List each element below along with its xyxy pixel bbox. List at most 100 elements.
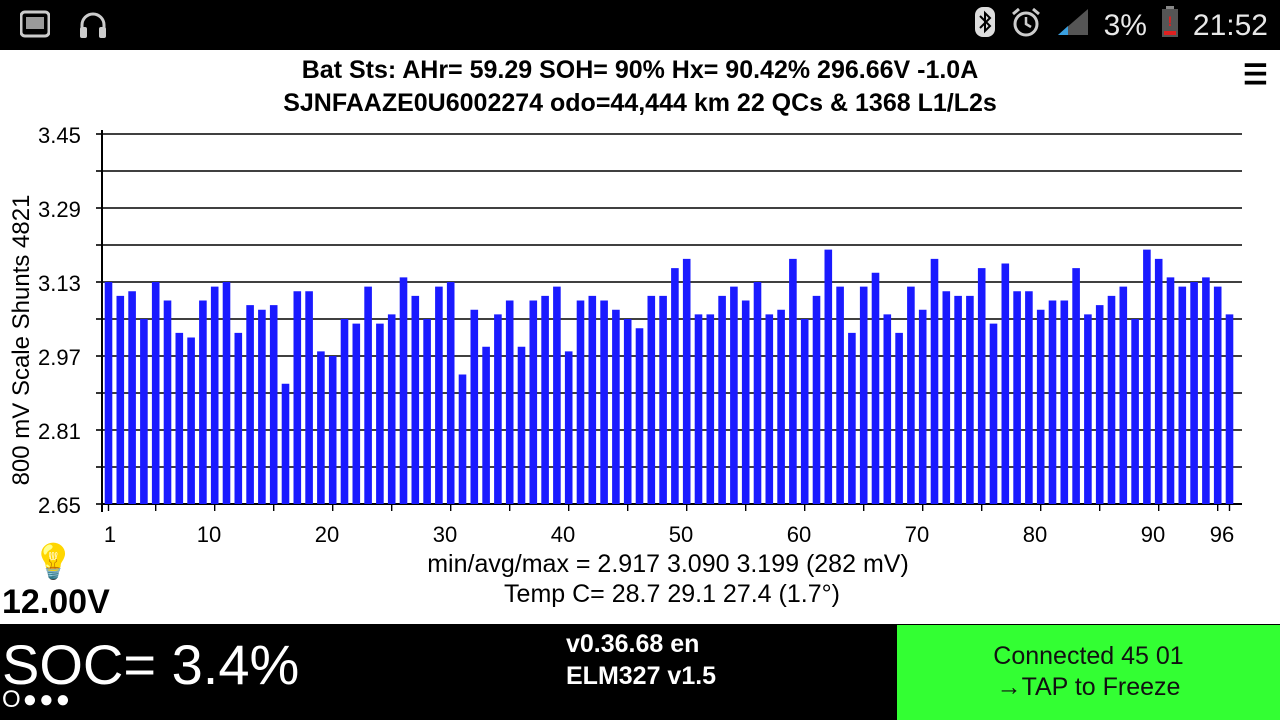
- bar: [482, 346, 490, 504]
- bar: [104, 282, 113, 504]
- bar: [659, 295, 667, 504]
- bar: [753, 282, 762, 504]
- bar: [907, 286, 915, 504]
- bar: [706, 314, 715, 504]
- bar: [187, 337, 195, 504]
- version-info: v0.36.68 en ELM327 v1.5: [566, 628, 716, 692]
- bar: [682, 258, 691, 504]
- bar: [234, 332, 243, 504]
- x-tick-label: 50: [668, 522, 694, 547]
- version-label: v0.36.68 en: [566, 630, 700, 658]
- battery-percent: 3%: [1103, 9, 1147, 42]
- headphones-icon: [78, 10, 108, 45]
- bar: [1225, 314, 1234, 504]
- bar: [918, 309, 927, 504]
- bar: [730, 286, 738, 504]
- bar: [505, 300, 514, 504]
- bar: [1131, 319, 1139, 504]
- bar: [340, 319, 349, 504]
- bar: [1048, 300, 1057, 504]
- bar: [859, 286, 868, 504]
- bar: [364, 286, 372, 504]
- bar: [1025, 291, 1033, 504]
- bar: [930, 258, 939, 504]
- bar: [1154, 258, 1163, 504]
- bar: [836, 286, 844, 504]
- bar: [612, 309, 620, 504]
- bar: [564, 351, 573, 504]
- bar: [435, 286, 443, 504]
- bar: [824, 249, 833, 504]
- bar: [305, 291, 313, 504]
- bar: [694, 314, 703, 504]
- bar: [635, 328, 644, 504]
- y-tick-label: 3.13: [38, 271, 81, 296]
- bar: [623, 319, 632, 504]
- lightbulb-icon[interactable]: 💡: [32, 543, 75, 581]
- bar: [163, 300, 172, 504]
- bar: [576, 300, 585, 504]
- bar: [895, 332, 903, 504]
- x-tick-label: 60: [786, 522, 812, 547]
- x-tick-label: 30: [432, 522, 458, 547]
- bar: [588, 295, 597, 504]
- bar: [1072, 268, 1080, 504]
- bar: [423, 319, 431, 504]
- bar: [553, 286, 561, 504]
- bar: [954, 295, 962, 504]
- bar: [883, 314, 892, 504]
- bar: [352, 323, 361, 504]
- bar: [281, 383, 290, 504]
- x-tick-label: 40: [550, 522, 576, 547]
- bar: [1036, 309, 1045, 504]
- bar: [258, 309, 266, 504]
- y-tick-label: 2.97: [38, 345, 81, 370]
- bar: [140, 319, 148, 504]
- bar: [977, 268, 986, 504]
- bar: [777, 309, 785, 504]
- y-tick-label: 2.81: [38, 419, 81, 444]
- x-tick-label: 96: [1209, 522, 1235, 547]
- bar: [446, 282, 455, 504]
- bar: [1143, 249, 1151, 504]
- gallery-icon: [19, 10, 51, 45]
- bar: [470, 309, 479, 504]
- battery-icon: !: [1161, 6, 1179, 46]
- x-tick-label: 1: [103, 522, 117, 547]
- bar: [741, 300, 750, 504]
- bar: [647, 295, 656, 504]
- bar: [293, 291, 302, 504]
- bar: [387, 314, 396, 504]
- connect-button[interactable]: Connected 45 01 →TAP to Freeze: [897, 625, 1280, 720]
- bar: [1095, 305, 1104, 504]
- bar: [222, 282, 231, 504]
- bar: [1060, 300, 1069, 504]
- bar: [600, 300, 608, 504]
- y-tick-label: 2.65: [38, 493, 81, 518]
- bar: [812, 295, 821, 504]
- bar: [246, 305, 254, 504]
- x-tick-label: 20: [314, 522, 340, 547]
- bar: [1178, 286, 1187, 504]
- connect-status: Connected 45 01: [993, 642, 1184, 670]
- y-tick-label: 3.29: [38, 197, 81, 222]
- bar: [848, 332, 856, 504]
- bar: [789, 258, 797, 504]
- bar: [411, 295, 420, 504]
- bar: [151, 282, 160, 504]
- bar: [269, 305, 278, 504]
- status-bar: 3% ! 21:52: [0, 0, 1280, 50]
- bar: [128, 291, 136, 504]
- menu-icon[interactable]: ☰: [1242, 59, 1268, 90]
- bar: [942, 291, 951, 504]
- tap-to-freeze: →TAP to Freeze: [996, 673, 1181, 701]
- x-tick-label: 90: [1140, 522, 1166, 547]
- bar: [1202, 277, 1210, 504]
- bar: [800, 319, 809, 504]
- bar: [671, 268, 679, 504]
- bar: [966, 295, 974, 504]
- bar: [718, 295, 726, 504]
- bar: [1119, 286, 1128, 504]
- bar: [399, 277, 408, 504]
